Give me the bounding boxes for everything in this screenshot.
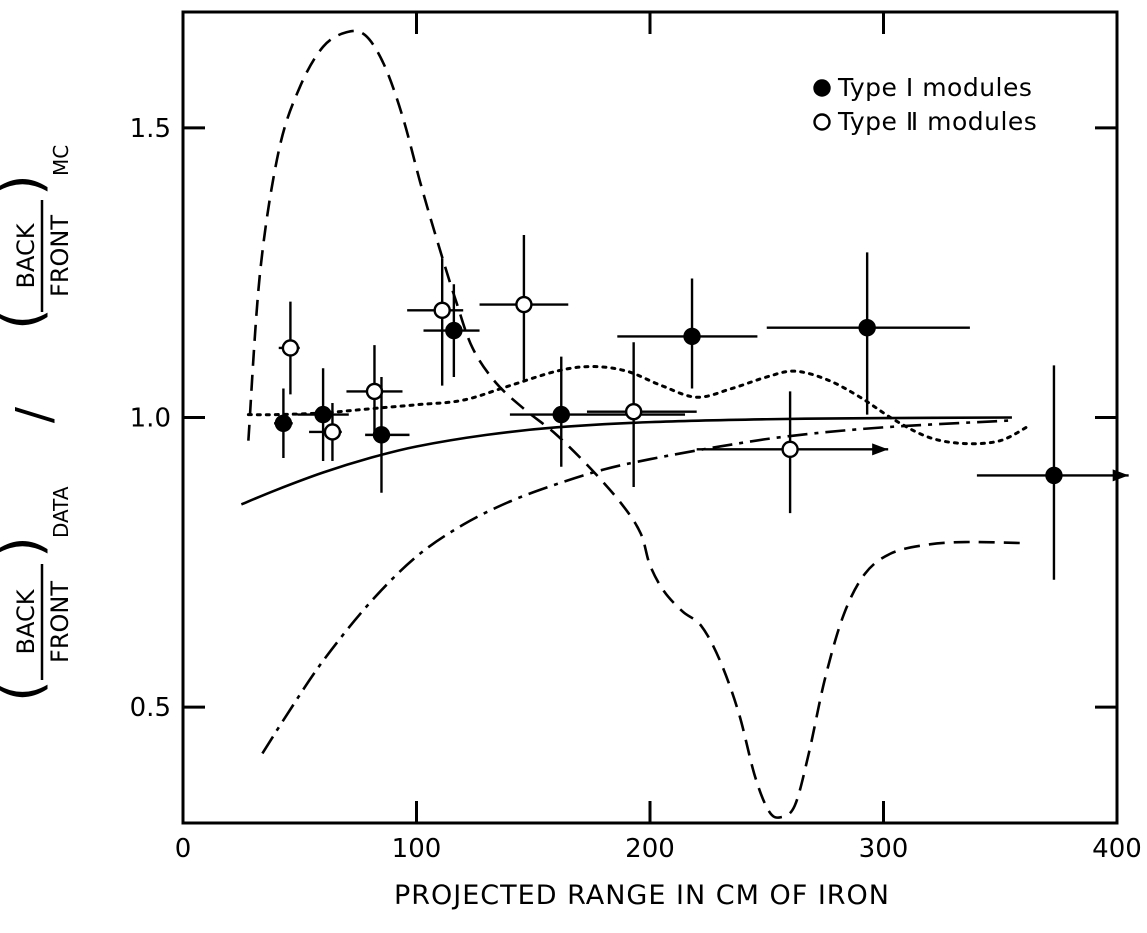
ylabel-mc-subscript: MC	[49, 145, 73, 176]
data-point-type-2	[479, 235, 569, 380]
legend-filled-marker	[813, 79, 831, 97]
arrow-head	[1112, 469, 1129, 482]
ylabel-mc-denominator: FRONT	[46, 215, 74, 297]
data-point-type-1	[766, 252, 970, 415]
y-tick-label: 0.5	[130, 693, 171, 723]
open-marker	[323, 423, 342, 441]
data-point-type-1	[423, 284, 480, 377]
open-marker	[433, 301, 451, 320]
data-point-type-2	[309, 403, 342, 461]
ylabel-paren-open: (	[0, 680, 54, 702]
data-point-type-1	[297, 368, 349, 461]
data-point-type-2	[696, 391, 889, 514]
x-axis-label: PROJECTED RANGE IN CM OF IRON	[394, 880, 890, 911]
filled-marker	[552, 405, 570, 424]
data-point-type-1	[509, 356, 686, 467]
filled-marker	[683, 327, 701, 346]
curve-dotted	[246, 365, 1030, 446]
y-axis-label: ( BACK FRONT ) DATA / ( BACK FRONT ) MC	[0, 145, 74, 702]
x-tick-label: 400	[1092, 834, 1142, 864]
data-point-type-1	[976, 365, 1129, 580]
ylabel-mc-numerator: BACK	[12, 222, 40, 288]
open-marker	[781, 440, 799, 459]
x-tick-label: 100	[392, 834, 442, 864]
y-tick-label: 1.0	[130, 404, 171, 434]
ylabel-data-numerator: BACK	[12, 588, 40, 654]
y-tick-label: 1.5	[130, 114, 171, 144]
filled-marker	[1045, 466, 1063, 485]
legend-open-marker	[813, 113, 831, 131]
ylabel-data-subscript: DATA	[49, 486, 73, 538]
arrow-head	[872, 443, 889, 456]
open-marker	[624, 403, 643, 421]
data-point-type-2	[407, 258, 464, 386]
filled-marker	[274, 414, 293, 432]
legend-label: Type Ⅱ modules	[837, 107, 1037, 136]
open-marker	[365, 382, 384, 401]
filled-marker	[314, 405, 332, 424]
filled-marker	[445, 321, 463, 340]
filled-marker	[858, 319, 876, 337]
ylabel-mc-paren-open: (	[0, 308, 54, 330]
x-tick-label: 200	[625, 834, 675, 864]
filled-marker	[372, 426, 391, 444]
data-point-type-2	[586, 342, 697, 488]
curve-solid	[240, 416, 1012, 506]
open-marker	[515, 295, 533, 314]
curve-dash-dot	[261, 419, 1012, 755]
x-tick-label: 0	[175, 834, 192, 864]
data-point-type-1	[617, 278, 758, 389]
x-tick-label: 300	[859, 834, 909, 864]
legend-label: Type Ⅰ modules	[837, 73, 1032, 102]
data-point-type-1	[274, 388, 293, 459]
ylabel-mc-paren-close: )	[0, 174, 54, 196]
data-point-type-2	[346, 345, 403, 438]
ylabel-separator: /	[6, 406, 62, 423]
legend: Type Ⅰ modules Type Ⅱ modules	[813, 73, 1037, 136]
ylabel-paren-close: )	[0, 536, 54, 558]
data-point-type-2	[278, 301, 300, 395]
curve-dashed	[247, 29, 1029, 819]
ylabel-data-denominator: FRONT	[46, 581, 74, 663]
open-marker	[281, 339, 300, 357]
